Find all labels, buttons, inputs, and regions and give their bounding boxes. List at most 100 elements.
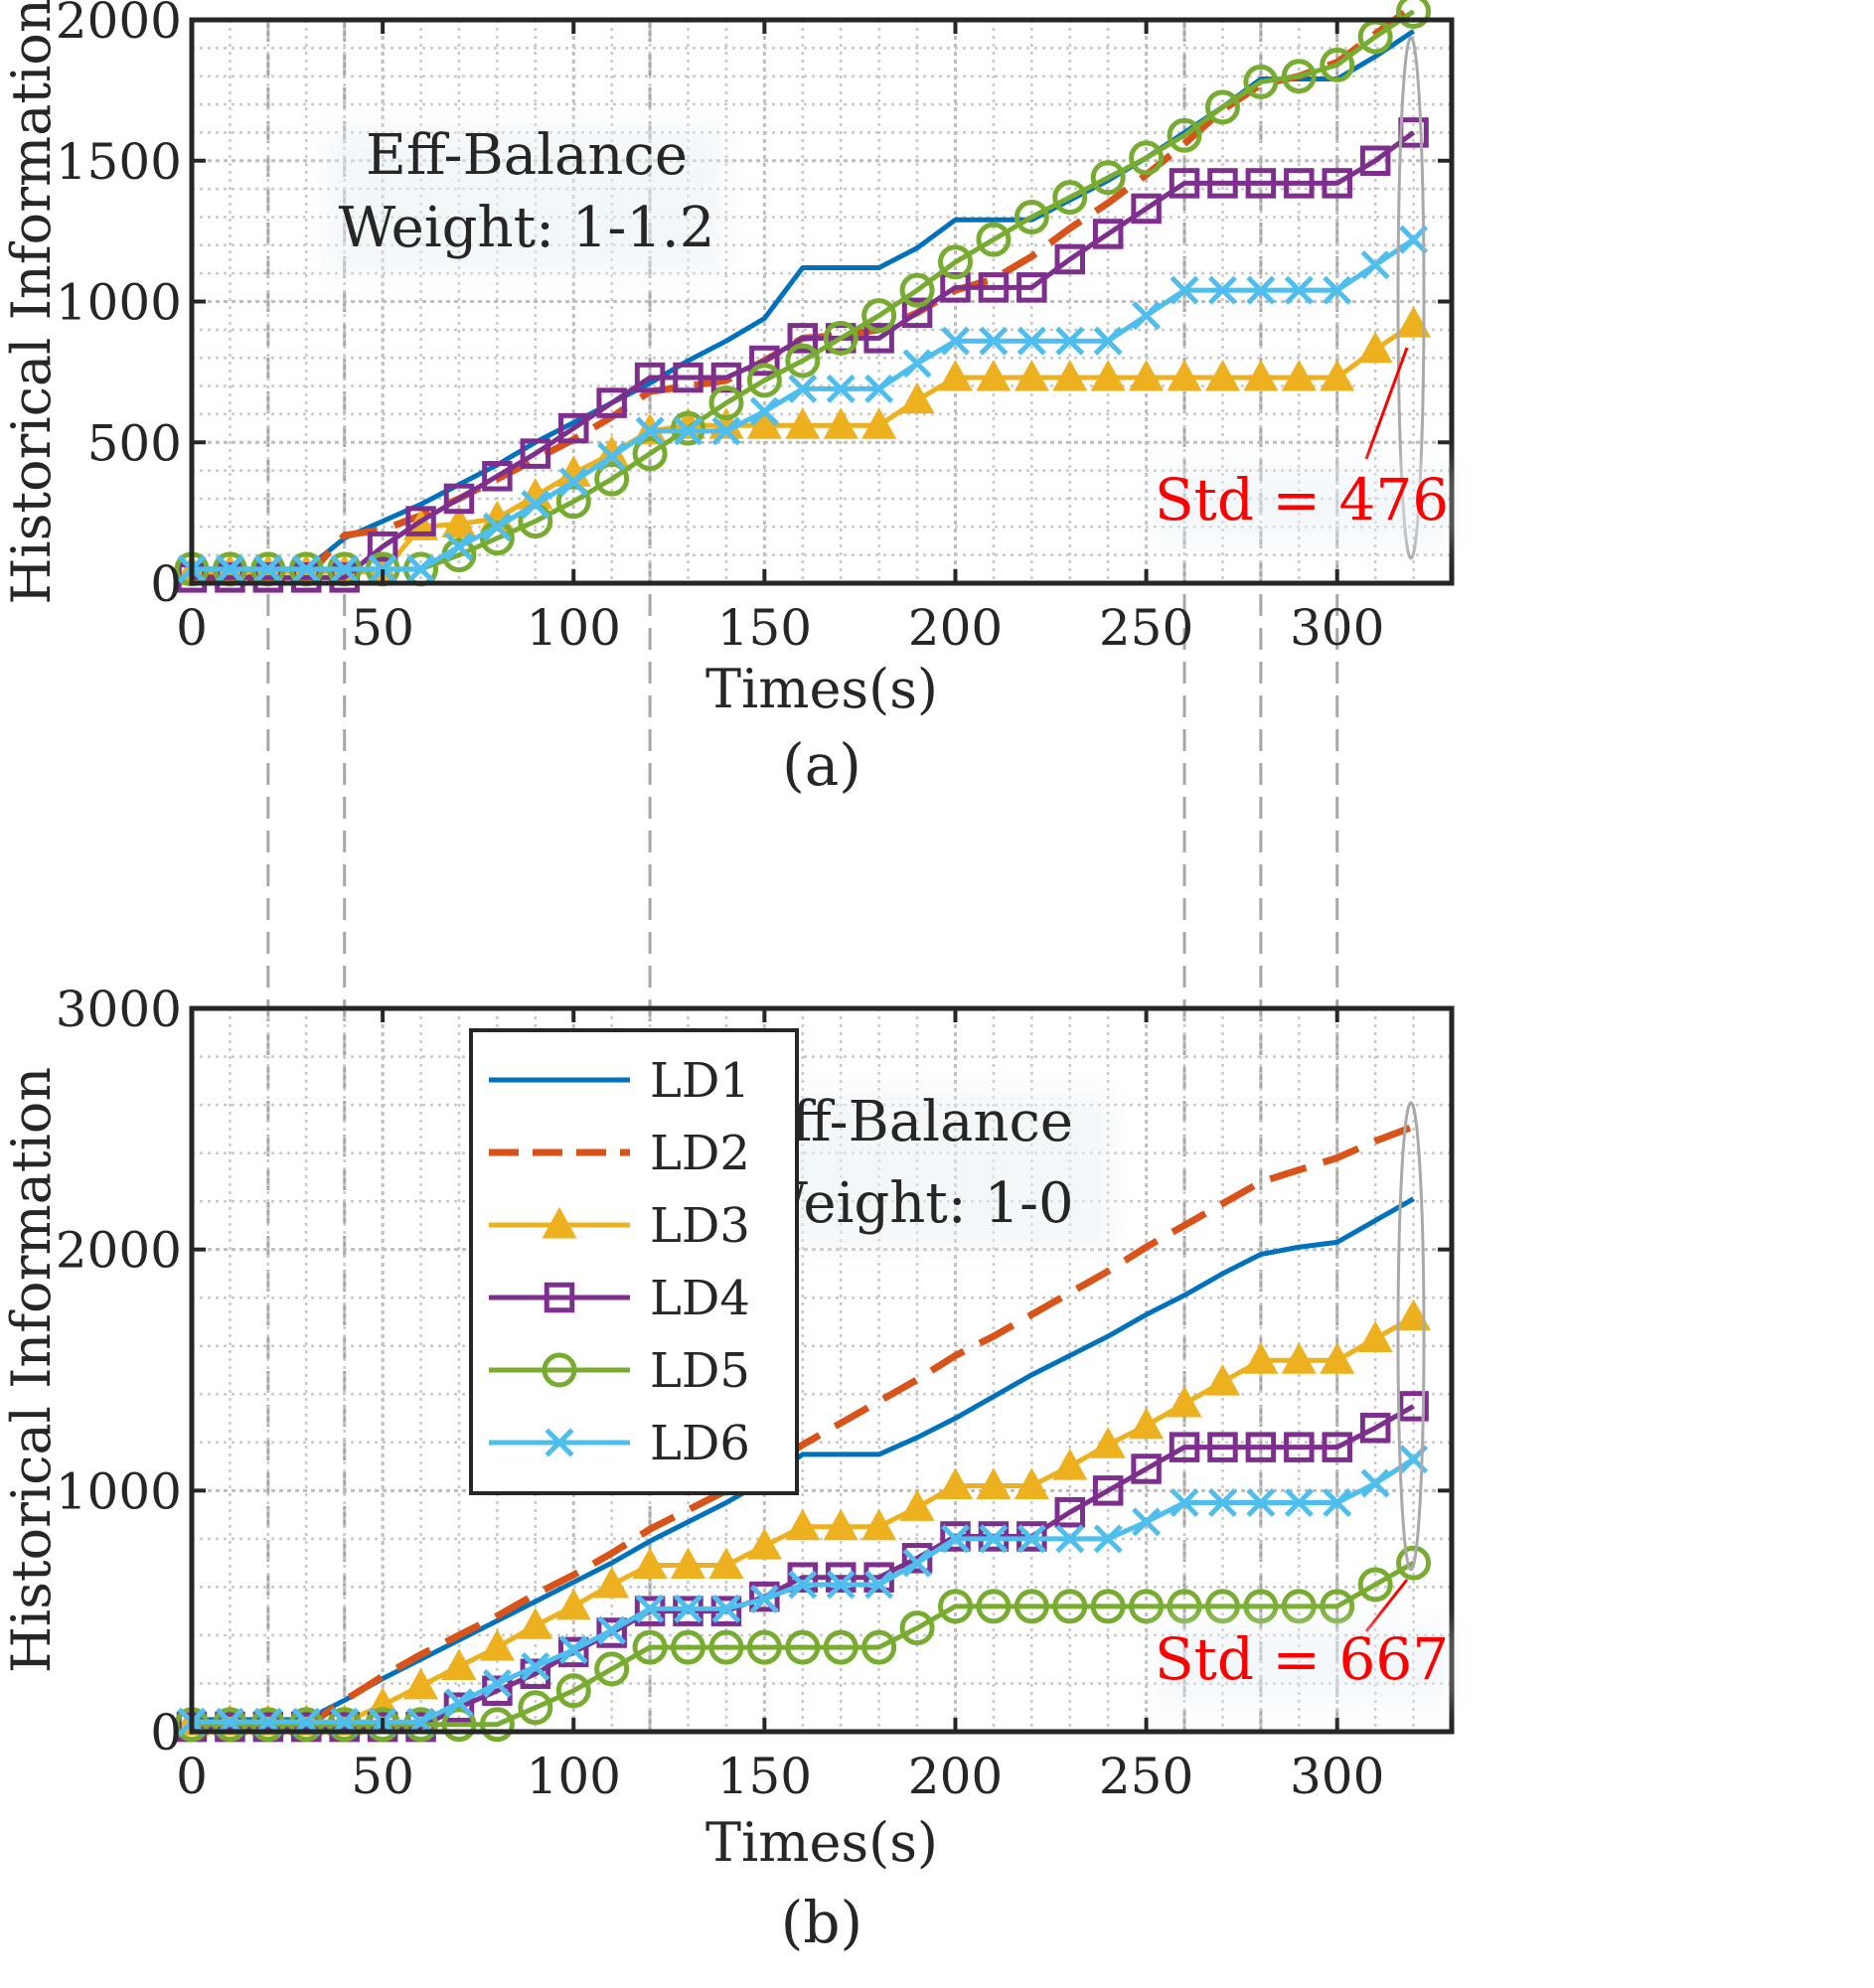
chart-a-point-ld5 (1129, 140, 1165, 176)
chart-b-legend-marker-ld6 (545, 1428, 574, 1457)
chart-a-point-ld6 (635, 416, 665, 446)
chart-b-point-ld6 (749, 1585, 779, 1614)
chart-a-point-ld4 (405, 506, 436, 536)
chart-a-point-ld3 (1320, 359, 1355, 391)
chart-a-point-ld3 (746, 407, 782, 439)
chart-b-legend-box (469, 1028, 799, 1495)
chart-b-point-ld5 (1396, 1545, 1432, 1581)
chart-b-point-ld3 (402, 1667, 439, 1700)
chart-a-point-ld6 (444, 532, 474, 561)
chart-b-xtick-label: 50 (351, 1748, 414, 1805)
chart-b-point-ld5 (518, 1690, 553, 1726)
chart-b-point-ld5 (937, 1589, 973, 1624)
chart-a-point-ld3 (1090, 359, 1126, 391)
chart-a-xlabel: Times(s) (705, 658, 938, 720)
chart-a-std-backdrop (1153, 465, 1451, 544)
chart-a-annotation-backdrop (328, 124, 725, 276)
chart-a-ytick-label: 0 (150, 555, 182, 613)
chart-b-point-ld5 (1320, 1589, 1355, 1624)
chart-a-std-callout: Std = 476 (1153, 36, 1451, 560)
chart-b-point-ld5 (1357, 1567, 1393, 1603)
chart-a-point-ld4 (901, 297, 933, 329)
chart-b-point-ld3 (1129, 1407, 1165, 1440)
chart-a-point-ld4 (1322, 168, 1352, 199)
chart-b-point-ld4 (1092, 1475, 1124, 1506)
chart-a-point-ld5 (1052, 180, 1088, 216)
chart-a-point-ld4 (367, 531, 398, 562)
chart-b-point-ld6 (1246, 1487, 1276, 1517)
chart-a-point-ld5 (479, 521, 515, 556)
chart-b-point-ld3 (1357, 1320, 1393, 1352)
chart-a-point-ld6 (215, 554, 244, 584)
chart-b-point-ld6 (788, 1570, 818, 1600)
chart-a-point-ld6 (291, 554, 321, 584)
chart-b-point-ld6 (1360, 1468, 1390, 1498)
chart-a-point-ld5 (1090, 160, 1126, 196)
chart-b-point-ld3 (823, 1508, 859, 1541)
chart-a-point-ld6 (1055, 326, 1085, 356)
chart-panel-a: 0 50 100 150 200 250 300 0 500 1000 1500 2000 Times… (0, 0, 1455, 799)
chart-a-tick-labels: 0 50 100 150 200 250 300 0 500 1000 1500 2000 (56, 0, 1452, 657)
chart-a-ytick-label: 2000 (56, 0, 182, 50)
chart-b-ytick-label: 3000 (56, 981, 182, 1038)
chart-a-point-ld3 (1052, 359, 1088, 391)
chart-b-annotation-line-2: Weight: 1-0 (750, 1171, 1073, 1236)
chart-a-point-ld6 (521, 490, 550, 520)
chart-b-panel-label: (b) (781, 1889, 862, 1956)
chart-b-series (174, 1123, 1432, 1743)
chart-b-point-ld4 (901, 1543, 933, 1574)
chart-b-ytick-label: 2000 (56, 1222, 182, 1280)
chart-b-point-ld3 (1243, 1342, 1279, 1374)
chart-a-ylabel: Historical Information (0, 0, 63, 605)
chart-b-point-ld3 (1014, 1467, 1049, 1499)
chart-b-legend-item-ld2: LD2 (489, 1126, 750, 1181)
chart-b-point-ld6 (635, 1594, 665, 1623)
chart-a-point-ld3 (899, 382, 935, 414)
chart-a-point-ld6 (940, 326, 971, 356)
chart-a-series-ld4 (176, 117, 1429, 593)
chart-a-point-ld5 (1204, 89, 1240, 125)
chart-b-point-ld3 (1204, 1364, 1241, 1396)
chart-a-point-ld4 (978, 272, 1010, 303)
chart-a-point-ld4 (443, 483, 475, 515)
chart-b-legend-item-ld6: LD6 (489, 1416, 750, 1471)
chart-a-point-ld5 (746, 363, 782, 398)
chart-b-ylabel: Historical Information (0, 1067, 63, 1673)
chart-a-point-ld5 (823, 320, 859, 356)
chart-b-point-ld5 (1129, 1589, 1165, 1624)
chart-b-frame (189, 1005, 1455, 1735)
chart-b-point-ld5 (976, 1589, 1012, 1624)
chart-b-point-ld3 (937, 1467, 974, 1499)
chart-b-std-ellipse (1396, 1101, 1426, 1572)
chart-a-point-ld4 (634, 362, 666, 393)
chart-b-point-ld3 (976, 1467, 1012, 1499)
chart-b-series-ld6 (177, 1445, 1429, 1737)
chart-b-point-ld4 (1322, 1432, 1352, 1462)
chart-b-legend-label-ld4: LD4 (650, 1271, 750, 1326)
chart-a-point-ld6 (368, 554, 397, 584)
chart-b-point-ld6 (558, 1634, 588, 1665)
chart-b-point-ld3 (1052, 1448, 1088, 1480)
chart-b-series-ld2 (192, 1123, 1415, 1731)
chart-b-point-ld6 (673, 1594, 703, 1623)
chart-b-xtick-label: 250 (1099, 1748, 1193, 1805)
chart-a-point-ld4 (596, 387, 627, 418)
chart-a-point-ld3 (861, 407, 897, 439)
chart-a-xtick-label: 150 (717, 599, 812, 657)
chart-b-xlabel: Times(s) (705, 1811, 938, 1874)
chart-b-legend-label-ld6: LD6 (650, 1416, 750, 1471)
chart-a-std-pointer (1364, 347, 1409, 460)
chart-b-ytick-label: 0 (150, 1704, 182, 1761)
chart-b-point-ld6 (521, 1651, 550, 1681)
chart-a-point-ld5 (1396, 0, 1432, 29)
chart-a-point-ld3 (1014, 359, 1049, 391)
chart-a-annotation: Eff-Balance Weight: 1-1.2 (328, 123, 725, 276)
chart-b-point-ld3 (785, 1508, 821, 1541)
chart-a-point-ld6 (826, 374, 856, 403)
chart-a-point-ld6 (1246, 275, 1276, 305)
chart-a-point-ld4 (482, 461, 513, 492)
chart-b-legend-item-ld4: LD4 (489, 1271, 750, 1326)
chart-b-xtick-label: 100 (527, 1748, 621, 1805)
chart-b-legend-item-ld1: LD1 (489, 1053, 750, 1109)
